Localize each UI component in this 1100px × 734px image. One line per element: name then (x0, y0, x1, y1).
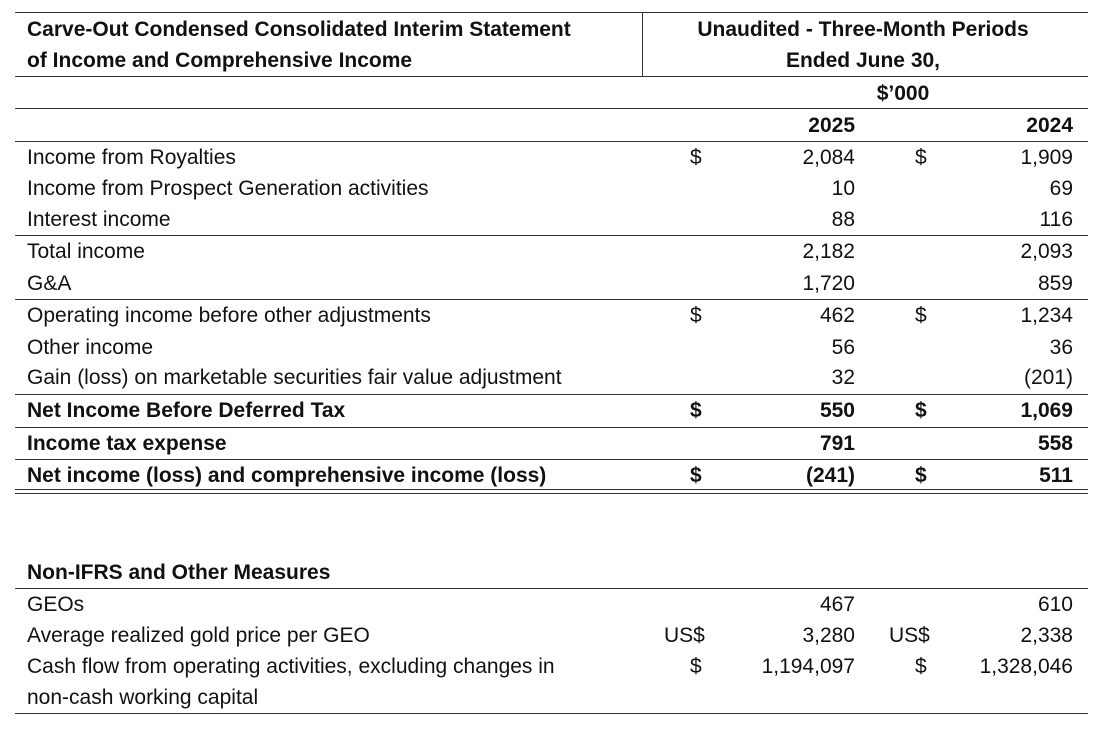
subtotal-rule (15, 235, 1088, 236)
row-label: Income from Royalties (27, 146, 236, 169)
value-2024: 69 (1049, 177, 1073, 200)
currency-symbol: US$ (889, 624, 930, 647)
double-underline-rule (15, 489, 1088, 494)
currency-symbol: $ (690, 399, 702, 422)
row-label: Average realized gold price per GEO (27, 624, 370, 647)
row-label: Total income (27, 240, 145, 263)
value-2025: 1,194,097 (761, 655, 855, 678)
value-2025: 2,182 (802, 240, 855, 263)
value-2025: 467 (819, 593, 855, 616)
value-2024: 610 (1037, 593, 1073, 616)
value-2024: 511 (1039, 464, 1073, 487)
value-2025: (241) (805, 464, 855, 487)
value-2024: 2,093 (1020, 240, 1073, 263)
value-2025: 2,084 (802, 146, 855, 169)
period-heading-line1: Unaudited - Three-Month Periods (697, 18, 1029, 41)
row-label: Income tax expense (27, 432, 227, 455)
row-label-continued: non-cash working capital (27, 686, 259, 709)
row-label: GEOs (27, 593, 85, 616)
currency-symbol: $ (915, 655, 927, 678)
value-2025: 56 (831, 336, 855, 359)
value-2024: 36 (1049, 336, 1073, 359)
value-2025: 462 (819, 304, 855, 327)
table-bottom-rule (15, 713, 1088, 714)
value-2025: 1,720 (802, 272, 855, 295)
year-current: 2025 (808, 114, 855, 137)
value-2025: 3,280 (802, 624, 855, 647)
operating-rule (15, 299, 1088, 300)
row-label: Net income (loss) and comprehensive inco… (27, 464, 547, 487)
currency-symbol: $ (915, 304, 927, 327)
value-2025: 550 (819, 399, 855, 422)
value-2024: 859 (1037, 272, 1073, 295)
value-2024: 2,338 (1020, 624, 1073, 647)
row-label: Gain (loss) on marketable securities fai… (27, 366, 562, 389)
currency-symbol: $ (915, 399, 927, 422)
net-income-rule (15, 459, 1088, 460)
value-2025: 88 (831, 208, 855, 231)
unit-rule (15, 108, 1088, 109)
row-label: Interest income (27, 208, 171, 231)
value-2024: 1,909 (1020, 146, 1073, 169)
value-2025: 10 (831, 177, 855, 200)
row-label: Income from Prospect Generation activiti… (27, 177, 429, 200)
header-divider (642, 12, 643, 76)
statement-title-line1: Carve-Out Condensed Consolidated Interim… (27, 18, 571, 41)
value-2024: (201) (1023, 366, 1073, 389)
header-bottom-rule (15, 76, 1088, 77)
currency-symbol: $ (690, 464, 702, 487)
value-2024: 116 (1039, 208, 1073, 231)
unit-label: $’000 (876, 82, 930, 105)
tax-rule (15, 427, 1088, 428)
currency-symbol: $ (915, 464, 927, 487)
row-label: Net Income Before Deferred Tax (27, 399, 346, 422)
row-label: Cash flow from operating activities, exc… (27, 655, 555, 678)
row-label: Other income (27, 336, 154, 359)
value-2024: 558 (1037, 432, 1073, 455)
row-label: G&A (27, 272, 72, 295)
year-prior: 2024 (1026, 114, 1073, 137)
year-rule (15, 141, 1088, 142)
currency-symbol: $ (915, 146, 927, 169)
table-top-rule (15, 12, 1088, 13)
currency-symbol: $ (690, 655, 702, 678)
currency-symbol: $ (690, 146, 702, 169)
value-2024: 1,328,046 (979, 655, 1073, 678)
value-2024: 1,234 (1020, 304, 1073, 327)
period-heading-line2: Ended June 30, (785, 49, 941, 72)
currency-symbol: US$ (664, 624, 705, 647)
value-2025: 32 (831, 366, 855, 389)
pretax-rule (15, 394, 1088, 395)
non-ifrs-heading: Non-IFRS and Other Measures (27, 561, 331, 584)
value-2024: 1,069 (1020, 399, 1073, 422)
statement-title-line2: of Income and Comprehensive Income (27, 49, 413, 72)
row-label: Operating income before other adjustment… (27, 304, 431, 327)
value-2025: 791 (819, 432, 855, 455)
non-ifrs-rule (15, 588, 1088, 589)
currency-symbol: $ (690, 304, 702, 327)
